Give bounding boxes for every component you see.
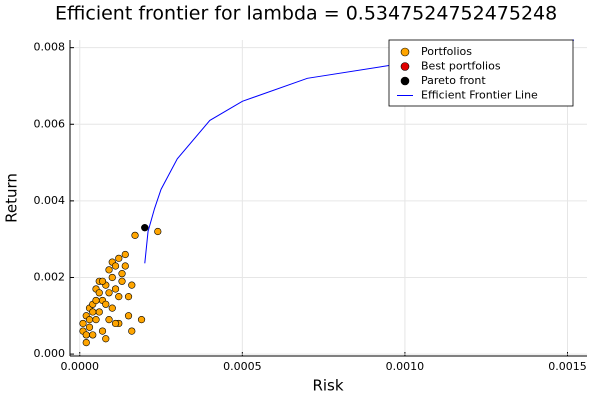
point: [102, 300, 110, 308]
point: [108, 273, 116, 282]
point: [105, 316, 113, 324]
y-tick-label: 0.002: [34, 270, 66, 283]
point: [105, 289, 113, 297]
legend-swatch: [400, 62, 410, 71]
point: [115, 254, 123, 262]
legend-swatch: [400, 76, 410, 86]
point: [89, 331, 97, 339]
x-tick-label: 0.0010: [386, 360, 425, 373]
point: [118, 270, 126, 278]
y-tick-label: 0.006: [34, 117, 66, 130]
x-axis-label: Risk: [312, 377, 343, 395]
point: [79, 319, 87, 328]
point: [131, 231, 139, 239]
point: [124, 312, 133, 320]
point: [102, 335, 110, 343]
point: [121, 262, 129, 270]
point: [92, 316, 100, 324]
legend-label: Portfolios: [421, 45, 472, 58]
point: [118, 277, 126, 285]
point: [98, 277, 107, 285]
point: [128, 281, 136, 289]
y-axis-label: Return: [3, 173, 21, 223]
point: [154, 227, 162, 236]
point: [124, 293, 133, 301]
legend-label: Best portfolios: [421, 60, 501, 73]
point: [121, 250, 129, 259]
point: [111, 319, 120, 328]
y-tick-label: 0.004: [34, 194, 66, 207]
point: [128, 327, 136, 335]
point: [95, 308, 103, 316]
legend-box: [388, 39, 574, 107]
point: [89, 308, 97, 316]
chart-title: Efficient frontier for lambda = 0.534752…: [55, 3, 557, 25]
legend-swatch: [400, 47, 410, 57]
legend-label: Pareto front: [421, 74, 486, 87]
point: [137, 316, 146, 324]
legend-label: Efficient Frontier Line: [421, 89, 538, 102]
x-tick-label: 0.0000: [61, 360, 100, 373]
point: [141, 224, 149, 232]
x-tick-label: 0.0015: [548, 360, 587, 373]
point: [98, 327, 107, 335]
point: [85, 323, 94, 331]
point: [105, 266, 113, 274]
point: [115, 293, 123, 301]
point: [108, 304, 116, 312]
y-tick-label: 0.000: [34, 347, 66, 360]
point: [95, 289, 103, 297]
point: [82, 331, 90, 339]
point: [82, 338, 90, 347]
x-tick-label: 0.0005: [223, 360, 262, 373]
y-tick-label: 0.008: [34, 41, 66, 54]
point: [111, 262, 120, 270]
point: [85, 316, 94, 324]
point: [92, 296, 100, 305]
point: [111, 285, 120, 293]
